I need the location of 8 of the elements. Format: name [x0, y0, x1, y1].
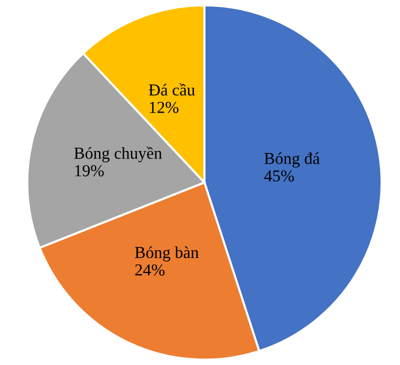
data-label: 24% [135, 264, 165, 276]
slice-label: Bóng chuyền [74, 146, 162, 162]
slice-label: Bóng bàn [135, 246, 199, 262]
data-label: 45% [264, 170, 294, 182]
data-label: 12% [150, 102, 178, 114]
slice-label: Bóng đá [264, 152, 320, 168]
data-label: 19% [75, 165, 104, 176]
slice-label: Đá cầu [148, 83, 195, 96]
